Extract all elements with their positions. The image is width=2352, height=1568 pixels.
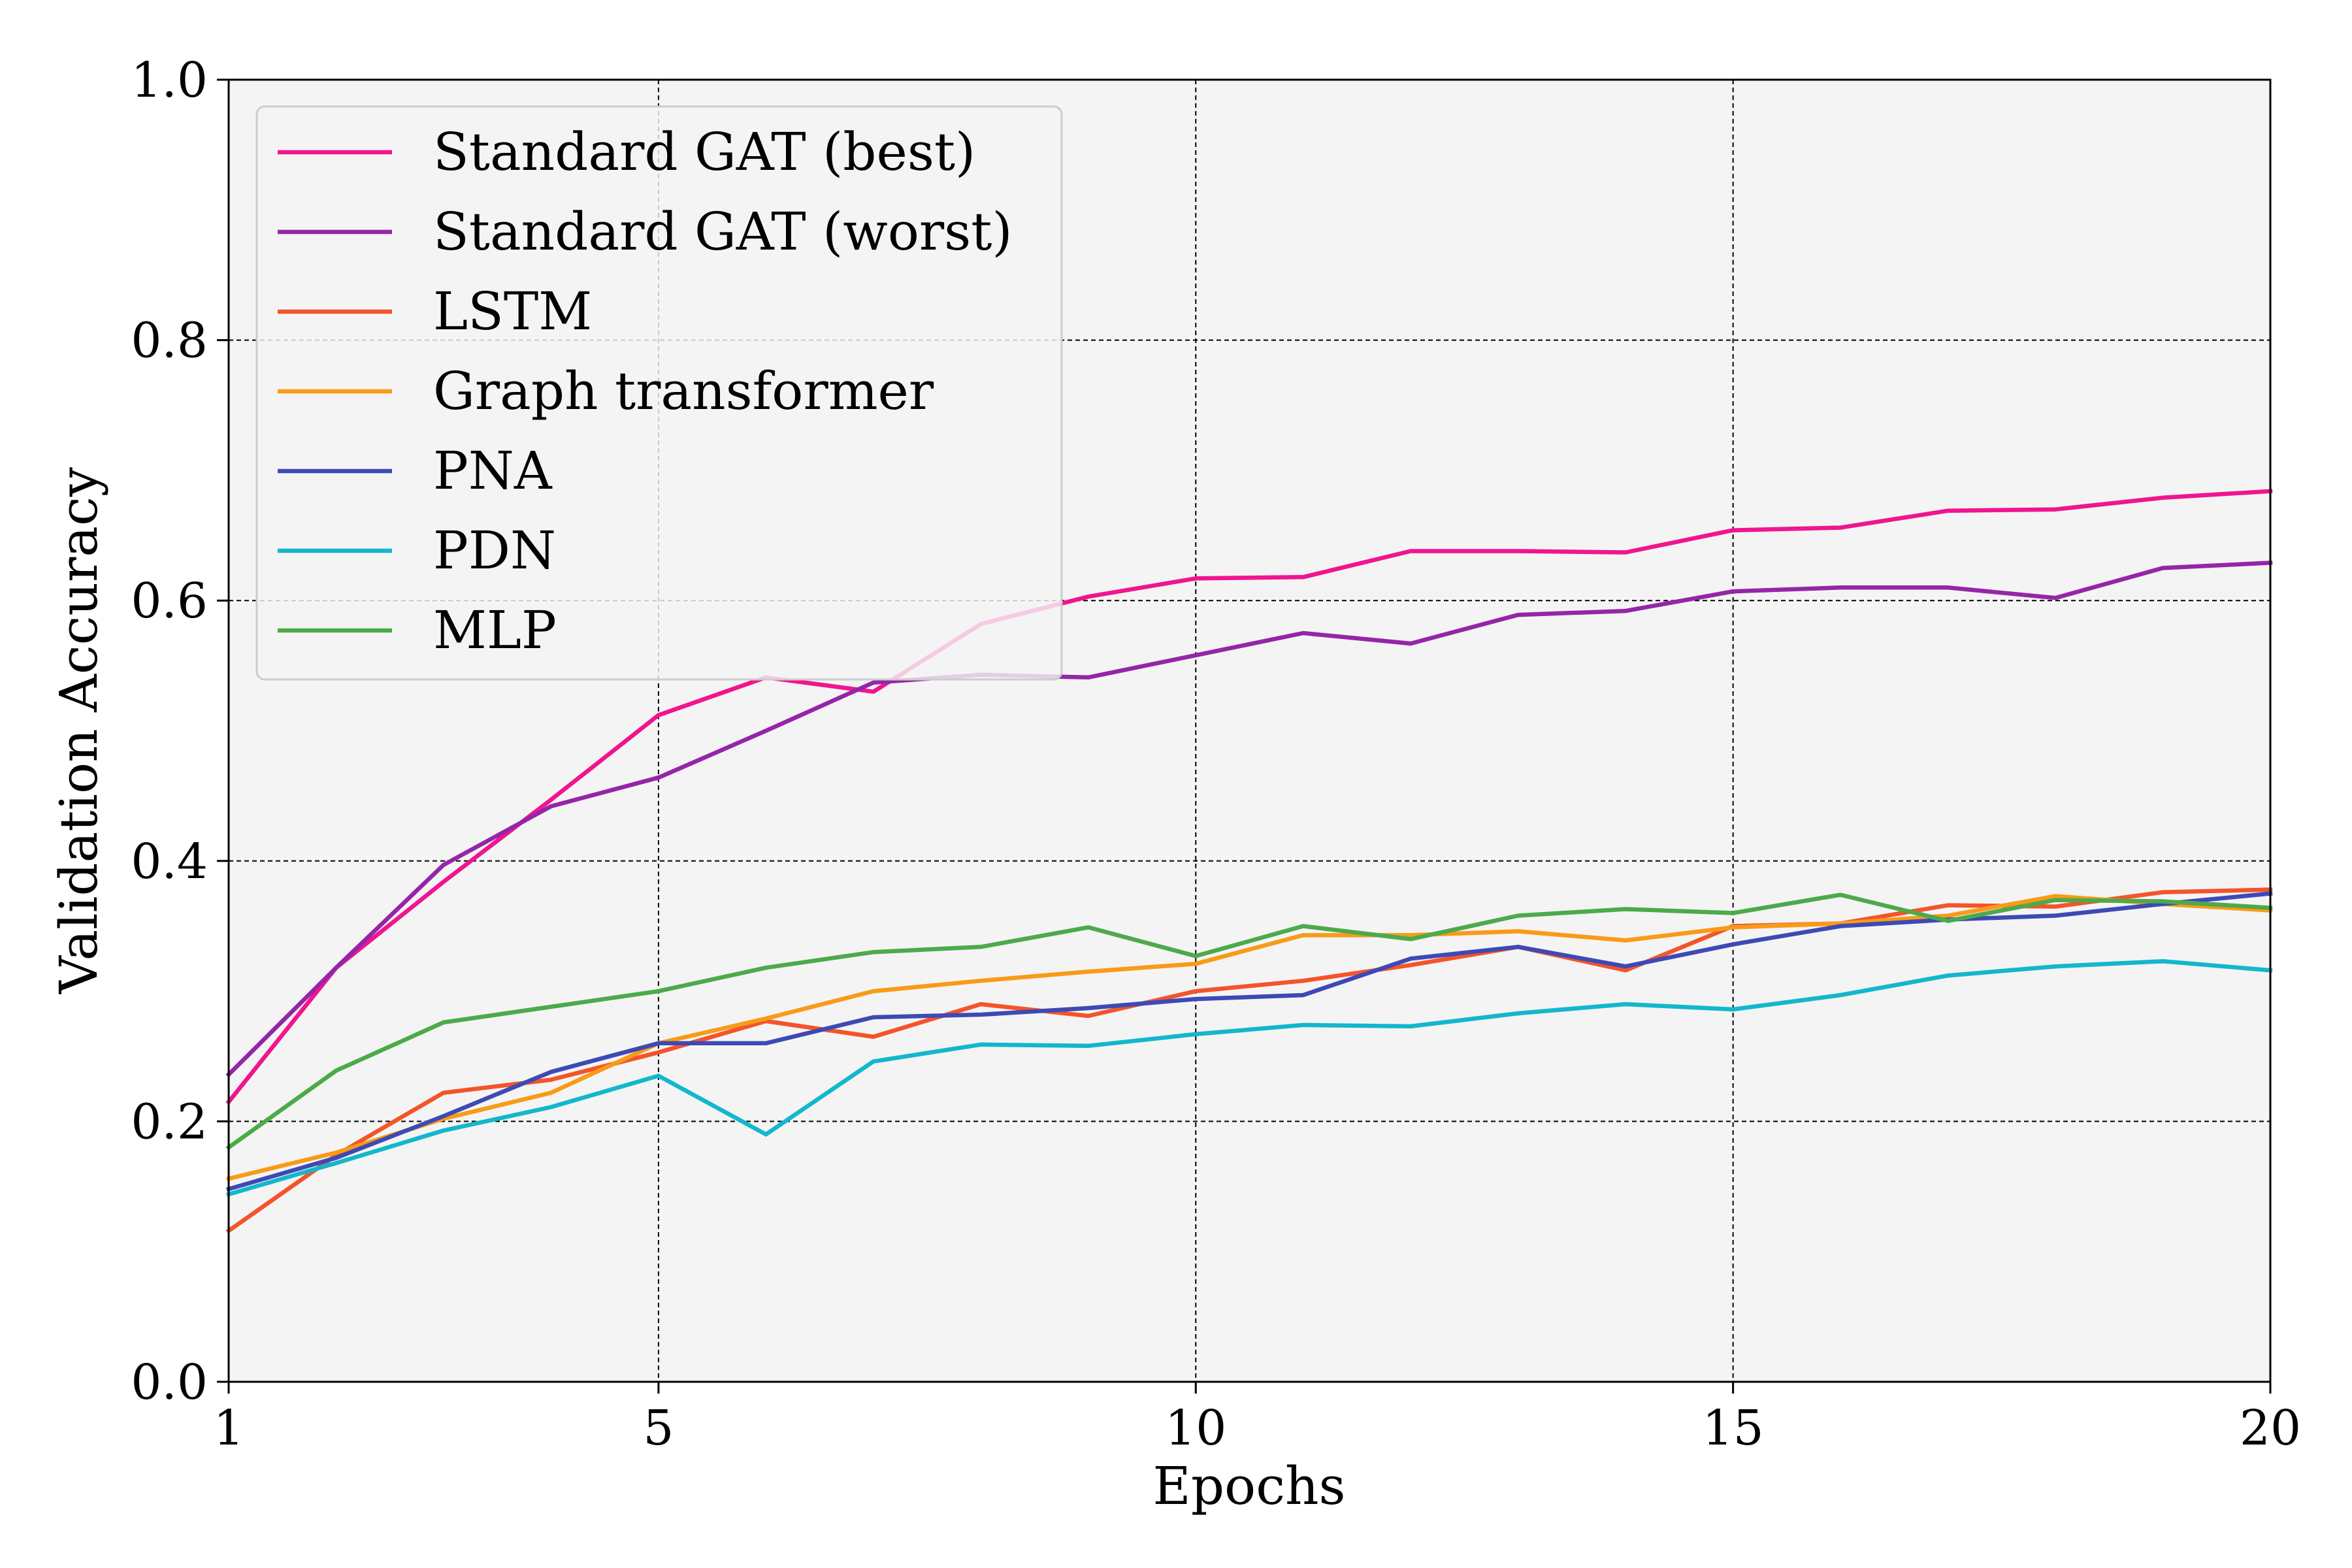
y-tick-label: 1.0 (131, 52, 208, 108)
series-line-1 (225, 560, 2273, 1078)
series-lines (225, 489, 2273, 1234)
legend-label: Standard GAT (best) (433, 122, 975, 182)
y-axis-ticks: 0.0 0.2 0.4 0.6 0.8 1.0 (131, 52, 229, 1411)
y-tick-label: 0.8 (131, 313, 208, 369)
legend-label: LSTM (433, 281, 592, 342)
series-line-2 (225, 887, 2273, 1234)
series-line-0 (225, 489, 2273, 1105)
x-axis-ticks: 1 5 10 15 20 (213, 1382, 2301, 1456)
x-tick-label: 5 (643, 1400, 674, 1456)
series-line-6 (225, 892, 2273, 1151)
x-tick-label: 10 (1165, 1400, 1226, 1456)
legend-label: PDN (433, 520, 556, 581)
y-axis-label: Validation Accuracy (48, 467, 109, 994)
legend-box (255, 105, 1063, 681)
legend: Standard GAT (best) Standard GAT (worst) L… (255, 105, 1063, 681)
x-tick-label: 15 (1703, 1400, 1764, 1456)
y-tick-label: 0.6 (131, 573, 208, 629)
y-tick-label: 0.0 (131, 1354, 208, 1411)
series-line-5 (225, 959, 2273, 1198)
plot-frame (227, 78, 2272, 1383)
x-axis-label: Epochs (1152, 1456, 1345, 1516)
legend-label: Standard GAT (worst) (433, 201, 1013, 262)
y-tick-label: 0.2 (131, 1094, 208, 1150)
legend-label: PNA (433, 440, 553, 501)
legend-label: MLP (433, 600, 557, 661)
legend-label: Graph transformer (433, 361, 934, 421)
grid (229, 80, 2270, 1382)
x-tick-label: 1 (213, 1400, 244, 1456)
y-tick-label: 0.4 (131, 834, 208, 890)
x-tick-label: 20 (2240, 1400, 2301, 1456)
series-line-4 (225, 891, 2273, 1192)
